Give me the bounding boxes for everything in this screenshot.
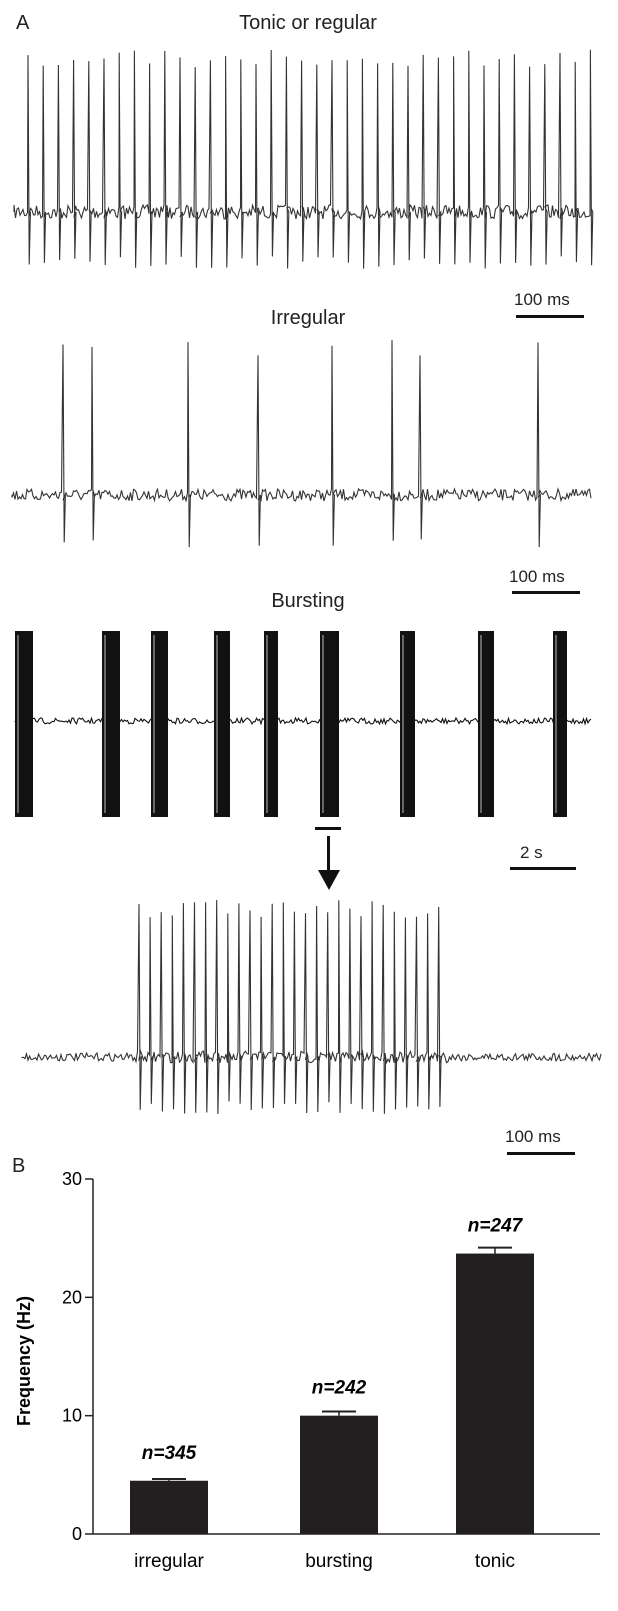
n-label-bursting: n=242 <box>312 1378 367 1399</box>
expanded-burst-trace <box>21 899 602 1114</box>
y-axis-label: Frequency (Hz) <box>14 1296 34 1426</box>
bursting-spike-trace <box>14 631 592 817</box>
burst-edge-5 <box>266 635 268 813</box>
n-label-tonic: n=247 <box>468 1216 524 1237</box>
scale-label-zoom: 100 ms <box>505 1127 561 1146</box>
scale-label-irregular: 100 ms <box>509 567 565 586</box>
x-tick-label-irregular: irregular <box>134 1551 204 1572</box>
tonic-spike-trace <box>13 49 594 269</box>
burst-edge-1 <box>17 635 19 813</box>
burst-3 <box>151 631 168 817</box>
y-tick-label-30: 30 <box>62 1171 82 1189</box>
burst-1 <box>15 631 33 817</box>
burst-edge-9 <box>555 635 557 813</box>
trace-burst-zoom-waveform <box>21 899 602 1114</box>
trace-tonic-waveform <box>13 49 594 269</box>
x-tick-label-tonic: tonic <box>475 1551 515 1572</box>
burst-expansion-arrow-icon <box>315 827 341 890</box>
bar-bursting <box>300 1415 378 1534</box>
panel-b-label: B <box>12 1155 26 1177</box>
trace-bursting-waveform <box>14 716 592 726</box>
scale-bar-bursting <box>510 867 576 870</box>
trace-irregular-waveform <box>11 340 592 548</box>
burst-edge-4 <box>216 635 218 813</box>
y-tick-label-0: 0 <box>72 1524 82 1544</box>
frequency-bar-chart: Frequency (Hz) 0 10 20 30 n=345 irregular n=24… <box>14 1171 600 1572</box>
scale-bar-tonic <box>516 315 584 318</box>
scale-label-tonic: 100 ms <box>514 290 570 309</box>
burst-edge-8 <box>480 635 482 813</box>
burst-edge-7 <box>402 635 404 813</box>
trace-title-irregular: Irregular <box>270 307 346 329</box>
panel-a-label: A <box>16 12 30 34</box>
scale-label-bursting: 2 s <box>520 843 543 862</box>
trace-title-tonic: Tonic or regular <box>239 12 377 34</box>
scale-bar-irregular <box>512 591 580 594</box>
trace-title-bursting: Bursting <box>271 590 345 612</box>
burst-edge-2 <box>104 635 106 813</box>
burst-2 <box>102 631 120 817</box>
burst-edge-3 <box>153 635 155 813</box>
irregular-spike-trace <box>11 340 592 548</box>
burst-edge-6 <box>322 635 324 813</box>
n-label-irregular: n=345 <box>142 1443 197 1464</box>
y-tick-label-20: 20 <box>62 1287 82 1307</box>
bar-tonic <box>456 1253 534 1534</box>
y-tick-label-10: 10 <box>62 1406 82 1426</box>
x-tick-label-bursting: bursting <box>305 1551 373 1572</box>
bar-irregular <box>130 1480 208 1534</box>
burst-6 <box>320 631 339 817</box>
scale-bar-zoom <box>507 1152 575 1155</box>
